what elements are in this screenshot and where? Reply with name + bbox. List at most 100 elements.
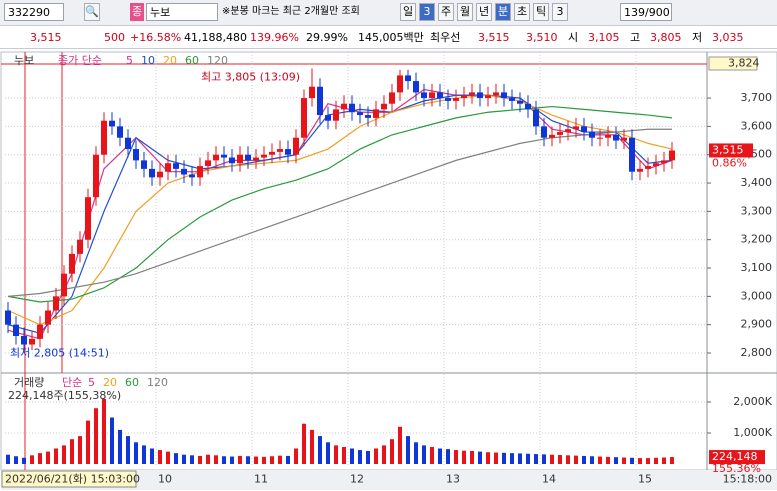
volume-title: 거래량 <box>14 376 44 389</box>
low: 3,035 <box>712 31 744 44</box>
volume-bar <box>534 454 538 464</box>
y-tick-label: 3,100 <box>741 261 773 274</box>
volume-bar <box>230 456 234 464</box>
volume-bar <box>94 408 98 464</box>
candle-body <box>389 92 395 104</box>
candle-body <box>197 166 203 178</box>
candle-body <box>325 115 331 121</box>
legend-entry: 60 <box>185 54 199 67</box>
period-button[interactable]: 3 <box>552 3 568 21</box>
candle-body <box>77 239 83 254</box>
volume-bar <box>254 456 258 464</box>
change: 500 <box>104 31 125 44</box>
candle-body <box>213 154 219 161</box>
candle-body <box>517 100 523 104</box>
y-tick-label: 2,900 <box>741 318 773 331</box>
candle-body <box>53 296 59 311</box>
candle-body <box>445 98 451 101</box>
period-button[interactable]: 년 <box>476 3 492 21</box>
volume-bar <box>510 453 514 464</box>
volume-bar <box>470 450 474 464</box>
period-button[interactable]: 분 <box>495 3 511 21</box>
legend-entry: 120 <box>207 54 228 67</box>
stock-name[interactable]: 누보 <box>146 3 218 21</box>
volume-bar <box>630 457 634 464</box>
candle-body <box>509 98 515 101</box>
period-button[interactable]: 주 <box>438 3 454 21</box>
candle-body <box>541 126 547 138</box>
candle-body <box>637 168 643 172</box>
search-button[interactable]: 🔍 <box>84 3 100 21</box>
candle-body <box>669 150 675 161</box>
x-tick-label: 12 <box>350 473 364 486</box>
y-tick-label: 1,000K <box>733 426 772 439</box>
candle-body <box>605 134 611 138</box>
volume-bar <box>598 456 602 464</box>
volume-bar <box>414 442 418 464</box>
volume-bar <box>566 455 570 464</box>
time-axis-bg <box>1 470 777 490</box>
x-tick-label: 15 <box>638 473 652 486</box>
volume-bar <box>46 451 50 464</box>
period-button[interactable]: 3 <box>419 3 435 21</box>
code-input[interactable]: 332290 <box>4 3 64 21</box>
period-button[interactable]: 초 <box>514 3 530 21</box>
candle-body <box>661 160 667 164</box>
y-tick-label: 2,800 <box>741 346 773 359</box>
y-tick-label: 3,600 <box>741 119 773 132</box>
candle-body <box>573 126 579 130</box>
volume-bar <box>390 439 394 464</box>
last-volume-label: 224,148 <box>712 450 758 463</box>
candle-body <box>597 137 603 139</box>
candle-body <box>429 92 435 99</box>
period-button[interactable]: 월 <box>457 3 473 21</box>
volume-bar <box>398 426 402 464</box>
volume-bar <box>614 457 618 464</box>
volume-bar <box>478 451 482 464</box>
candle-body <box>317 86 323 116</box>
candle-body <box>421 92 427 99</box>
candle-body <box>21 336 27 345</box>
volume-bar <box>654 457 658 464</box>
period-button[interactable]: 틱 <box>533 3 549 21</box>
x-tick-label: 13 <box>446 473 460 486</box>
period-button[interactable]: 일 <box>400 3 416 21</box>
volume-bar <box>6 454 10 464</box>
candle-body <box>93 154 99 198</box>
volume-bar <box>198 455 202 464</box>
candle-body <box>309 86 315 99</box>
volume-bar <box>78 436 82 464</box>
candle-body <box>157 171 163 178</box>
volume-bar <box>246 456 250 464</box>
candle-body <box>589 132 595 138</box>
chart: 2,8002,9003,0003,1003,2003,3003,4003,500… <box>0 51 777 490</box>
candle-body <box>45 310 51 325</box>
volume-bar <box>334 445 338 464</box>
notice: ※분봉 마크는 최근 2개월만 조회 <box>222 6 360 17</box>
candle-body <box>5 310 11 325</box>
candle-body <box>69 253 75 274</box>
volume-bar <box>502 452 506 464</box>
candle-body <box>181 168 187 175</box>
candle-body <box>349 103 355 113</box>
legend-entry: 20 <box>103 376 117 389</box>
candle-body <box>253 157 259 161</box>
candle-body <box>221 154 227 158</box>
volume-bar <box>542 454 546 464</box>
last-price-label: 3,515 <box>712 143 744 156</box>
volume-bar <box>382 445 386 464</box>
candle-body <box>285 149 291 155</box>
chart-title: 누보 <box>14 54 34 67</box>
legend-entry: 5 <box>126 54 133 67</box>
candle-body <box>565 129 571 133</box>
volume-bar <box>214 455 218 464</box>
annotation: 최저 2,805 (14:51) <box>10 347 109 360</box>
volume-bar <box>174 453 178 464</box>
candle-body <box>61 273 67 297</box>
candle-body <box>405 75 411 82</box>
volume-bar <box>262 456 266 464</box>
candle-body <box>109 120 115 127</box>
last-volume-rate: 155.36% <box>712 462 761 475</box>
volume-bar <box>550 454 554 464</box>
